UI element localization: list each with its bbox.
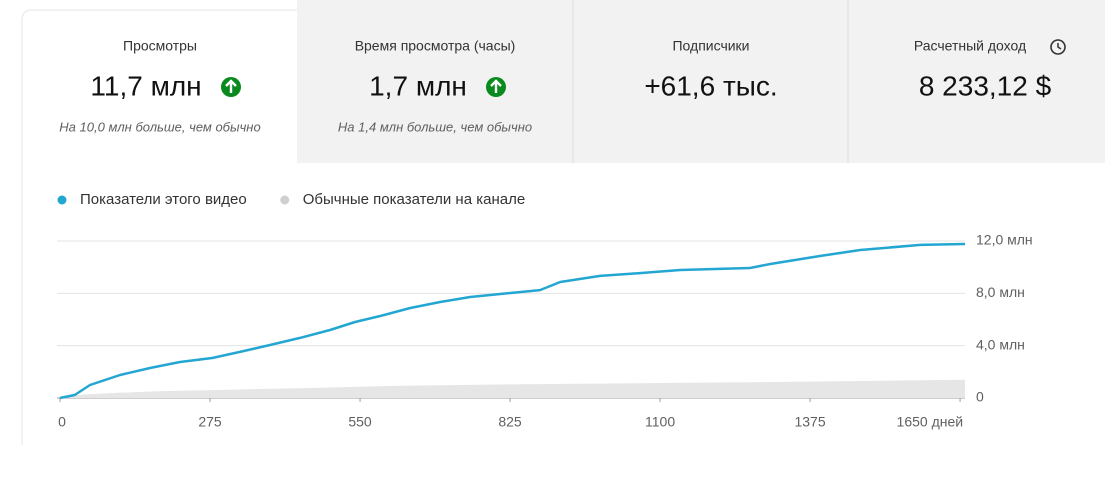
card-title: Просмотры <box>123 38 197 54</box>
y-tick-label: 0 <box>976 389 984 405</box>
line <box>59 242 966 400</box>
legend-label: Показатели этого видео <box>80 191 247 208</box>
x-tick-label: 550 <box>348 414 372 430</box>
metric-card[interactable]: Расчетный доход 8 233,12 $ <box>914 38 1066 102</box>
up-arrow <box>490 79 502 93</box>
card-value: +61,6 тыс. <box>644 70 777 101</box>
x-tick-label: 825 <box>498 414 522 430</box>
clock-icon <box>1050 39 1066 55</box>
selected-card-border <box>21 9 297 445</box>
card-value: 8 233,12 $ <box>919 70 1052 101</box>
card-note: На 1,4 млн больше, чем обычно <box>338 119 532 134</box>
clock-hands <box>1057 43 1062 50</box>
metric-card[interactable]: Просмотры 11,7 млн На 10,0 млн больше, ч… <box>59 38 260 135</box>
y-tick-label: 8,0 млн <box>976 284 1025 300</box>
card-value: 11,7 млн <box>90 70 201 101</box>
y-tick-label: 4,0 млн <box>976 336 1025 352</box>
area <box>60 379 965 398</box>
up-arrow <box>225 79 237 93</box>
x-tick-label: 0 <box>58 414 66 430</box>
x-tick-label: 1375 <box>794 414 825 430</box>
card-background <box>297 0 1105 163</box>
x-tick-label: 275 <box>198 414 222 430</box>
chart: 0 4,0 млн 8,0 млн 12,0 млн 0 275 550 825 1100 137… <box>57 191 1033 430</box>
card-title: Подписчики <box>672 38 749 54</box>
y-tick-label: 12,0 млн <box>976 232 1033 248</box>
card-value: 1,7 млн <box>369 70 467 101</box>
card-note: На 10,0 млн больше, чем обычно <box>59 119 260 134</box>
card-title: Время просмотра (часы) <box>355 38 516 54</box>
metric-card[interactable]: Время просмотра (часы) 1,7 млн На 1,4 мл… <box>338 38 532 135</box>
metric-card[interactable]: Подписчики +61,6 тыс. <box>644 38 777 102</box>
legend-label: Обычные показатели на канале <box>303 191 525 208</box>
card-title: Расчетный доход <box>914 38 1026 54</box>
x-tick-label: 1100 <box>645 414 675 430</box>
x-tick-label: 1650 дней <box>897 414 964 430</box>
legend-dot <box>57 195 67 205</box>
legend-dot <box>280 195 290 205</box>
